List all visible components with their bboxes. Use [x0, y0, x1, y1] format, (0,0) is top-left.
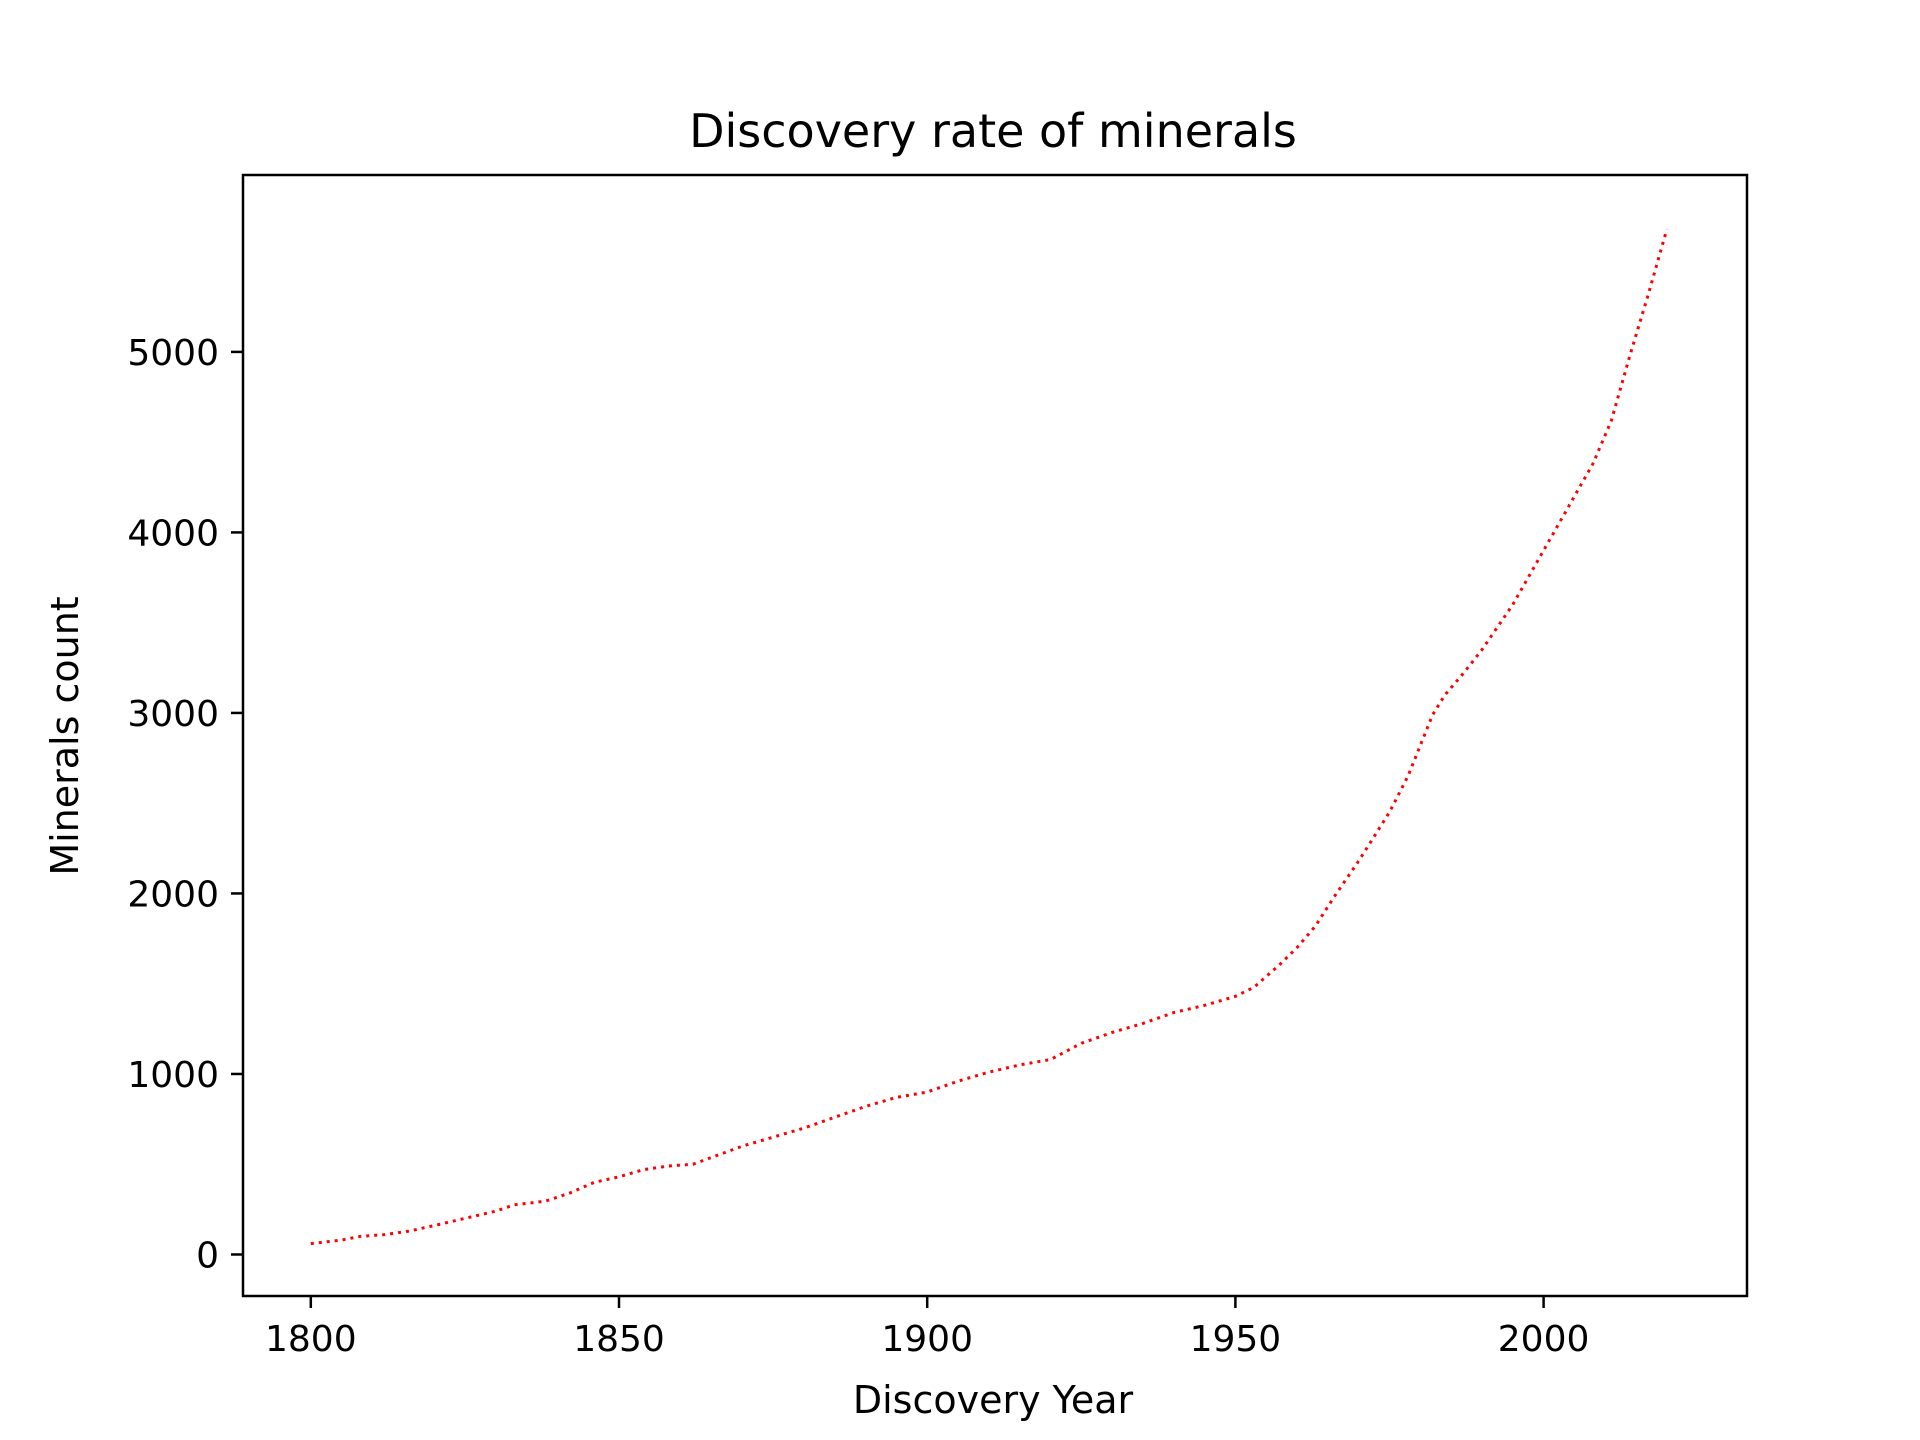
y-tick-label: 0 [196, 1235, 219, 1276]
y-tick-label: 2000 [127, 874, 219, 915]
y-tick-label: 3000 [127, 694, 219, 735]
x-axis-label: Discovery Year [853, 1378, 1134, 1422]
y-tick-label: 5000 [127, 333, 219, 374]
y-axis-label: Minerals count [43, 596, 87, 875]
x-tick-label: 1900 [881, 1319, 973, 1360]
x-tick-label: 1800 [265, 1319, 357, 1360]
x-tick-label: 1850 [573, 1319, 665, 1360]
x-tick-label: 2000 [1498, 1319, 1590, 1360]
y-tick-label: 1000 [127, 1055, 219, 1096]
x-tick-label: 1950 [1190, 1319, 1282, 1360]
y-axis-ticks: 0 1000 2000 3000 4000 5000 [127, 333, 243, 1276]
axes-frame [241, 173, 1749, 1298]
y-tick-label: 4000 [127, 513, 219, 554]
chart-title: Discovery rate of minerals [689, 104, 1297, 158]
x-axis-ticks: 1800 1850 1900 1950 2000 [265, 1296, 1589, 1360]
